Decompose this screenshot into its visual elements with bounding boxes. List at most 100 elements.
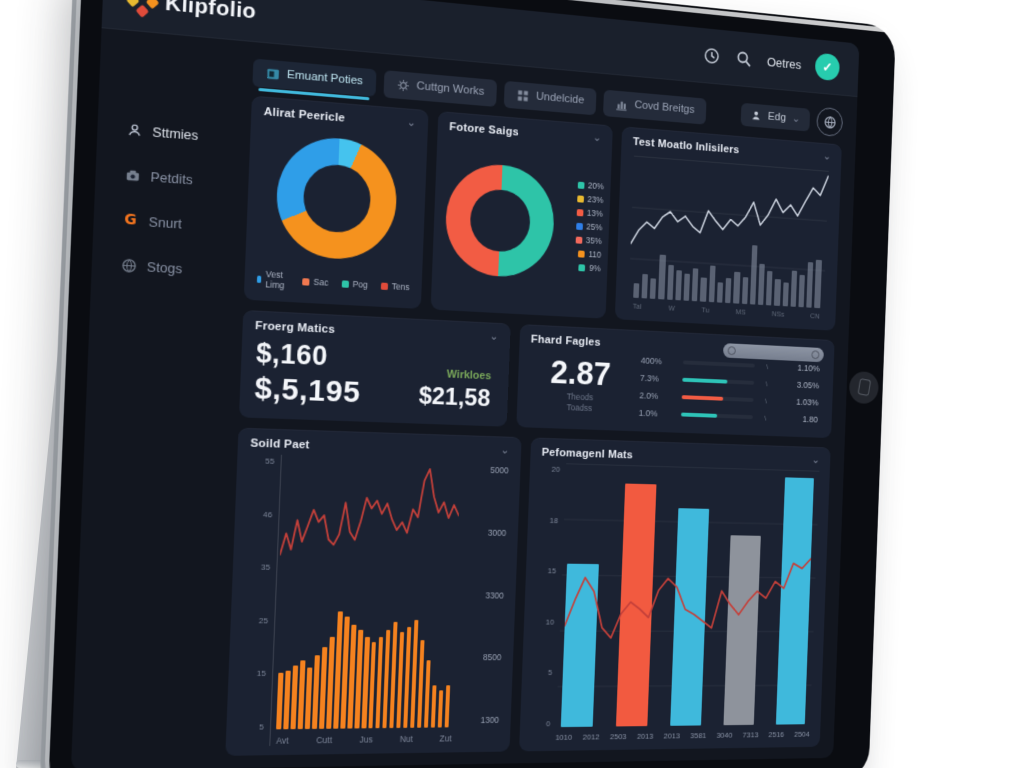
sidebar-item-sttmies[interactable]: Sttmies: [125, 121, 250, 147]
chevron-down-icon[interactable]: ⌄: [593, 133, 602, 143]
sidebar-label: Stogs: [147, 258, 183, 276]
legend-swatch: [257, 275, 262, 282]
bar: [444, 685, 450, 727]
panel-pefomagenl-mats: Pefomagenl Mats ⌄ 20 18 15 10 5 0: [519, 437, 831, 751]
y-tick: 0: [546, 719, 551, 728]
metric-sub-value: $21,58: [418, 382, 491, 413]
tab-covd-breitgs[interactable]: Covd Breitgs: [603, 89, 706, 124]
legend-swatch: [341, 280, 348, 288]
x-tick: 2503: [610, 732, 627, 741]
metrics-body: $,160 $,5,195 Wirkloes $21,58: [252, 332, 498, 417]
panel-soild-paet: Soild Paet ⌄ 55 46 35 25 15 5: [225, 428, 521, 756]
chevron-down-icon[interactable]: ⌄: [500, 445, 509, 455]
sidebar-item-petdits[interactable]: Petdits: [123, 166, 248, 191]
user-avatar[interactable]: ✓: [815, 53, 840, 82]
tablet-device: Klipfolio Oetres ✓: [48, 0, 896, 768]
y-tick: 15: [257, 669, 267, 678]
y-tick: 25: [259, 616, 269, 625]
chevron-down-icon[interactable]: ⌄: [489, 332, 498, 342]
legend-swatch: [578, 250, 585, 257]
bar: [633, 283, 639, 298]
bar: [298, 660, 305, 729]
search-icon[interactable]: [735, 49, 754, 70]
user-badge-icon: [125, 121, 143, 139]
y-tick: 1300: [480, 715, 499, 725]
legend-item: 20%: [577, 180, 604, 192]
tab-label: Cuttgn Works: [416, 80, 484, 98]
panel-alirat-peericle: Alirat Peericle ⌄ Vest Limg Sac Pog Tens: [244, 96, 429, 309]
home-button-glyph: [857, 378, 871, 396]
gauge-track: [681, 395, 753, 402]
tablet-home-button[interactable]: [849, 371, 879, 404]
bar-series: [277, 601, 454, 729]
chevron-down-icon[interactable]: ⌄: [823, 152, 831, 162]
bar: [284, 670, 291, 729]
pill-dot-right: [811, 350, 819, 359]
legend-item: 9%: [579, 262, 601, 273]
panel-grid: Alirat Peericle ⌄ Vest Limg Sac Pog Tens: [225, 96, 842, 756]
x-tick: Avt: [276, 735, 289, 745]
sidebar-item-stogs[interactable]: Stogs: [120, 256, 246, 280]
header-actions: Edg ⌄: [741, 100, 843, 137]
y-tick: 5: [259, 722, 264, 731]
bar: [437, 690, 443, 728]
x-tick: Jus: [359, 734, 373, 744]
camera-icon: [123, 166, 141, 184]
donut-chart: [444, 161, 556, 279]
performance-plot: 1010 2012 2503 2013 2013 3581 3040 7313 2516 2504: [555, 463, 819, 742]
gauge-track: [683, 360, 755, 367]
sidebar-label: Sttmies: [152, 124, 199, 143]
legend-item: Tens: [380, 275, 410, 297]
gauge-tick: \: [762, 362, 773, 371]
sales-chart: 55 46 35 25 15 5 Avt Cutt Jus Nut Zut: [238, 454, 509, 746]
sidebar-label: Snurt: [148, 213, 182, 231]
y-tick: 15: [547, 567, 556, 576]
y-tick: 3300: [485, 590, 504, 600]
x-tick: Nut: [400, 734, 413, 744]
metric-sub-label: Wirkloes: [447, 368, 492, 382]
app-logo[interactable]: Klipfolio: [130, 0, 256, 25]
x-tick: 2516: [768, 730, 784, 739]
panel-title: Test Moatlo Inlisilers: [633, 136, 740, 156]
tab-emuant-poties[interactable]: Emuant Poties: [252, 58, 376, 96]
gauge-track: [682, 378, 754, 385]
donut-chart: [275, 134, 399, 262]
tab-cuttgn-works[interactable]: Cuttgn Works: [383, 70, 497, 107]
chevron-down-icon[interactable]: ⌄: [812, 455, 820, 465]
tab-undelcide[interactable]: Undelcide: [504, 80, 597, 115]
bar: [650, 278, 656, 299]
chevron-down-icon: ⌄: [792, 114, 800, 124]
x-tick: 1010: [555, 733, 572, 742]
gauge-bar: [682, 378, 727, 384]
legend-swatch: [575, 236, 582, 243]
y-tick: 5000: [490, 465, 509, 475]
sidebar-item-snurt[interactable]: G Snurt: [122, 211, 247, 236]
legend-item: 13%: [576, 207, 603, 219]
chart-icon: [616, 97, 629, 111]
gauge-tick: \: [761, 379, 772, 388]
legend-swatch: [579, 264, 586, 271]
combo-chart: Tal W Tu MS NSs CN: [628, 156, 828, 320]
sidebar: Sttmies Petdits G Snurt: [71, 28, 254, 768]
history-icon[interactable]: [702, 45, 721, 66]
globe-button[interactable]: [816, 107, 843, 137]
x-tick: 7313: [742, 731, 758, 740]
x-tick: 3040: [716, 731, 732, 740]
row-3: Soild Paet ⌄ 55 46 35 25 15 5: [225, 428, 830, 756]
chevron-down-icon[interactable]: ⌄: [407, 118, 417, 129]
x-tick: 2012: [583, 733, 600, 742]
tab-label: Covd Breitgs: [634, 99, 695, 116]
gauge-track: [681, 413, 753, 420]
line-series: [630, 158, 829, 289]
panel-title: Soild Paet: [250, 437, 310, 451]
edit-button[interactable]: Edg ⌄: [741, 103, 810, 132]
gauge-tick: \: [760, 413, 771, 422]
donut-legend: 20% 23% 13% 25% 35% 110 9%: [552, 178, 606, 273]
gauge-tick: \: [760, 396, 771, 405]
gear-icon: [396, 78, 409, 92]
sales-plot: Avt Cutt Jus Nut Zut: [269, 455, 462, 746]
gauge-row: 7.3% \ 3.05%: [640, 373, 819, 390]
donut-hole: [469, 188, 531, 253]
performance-chart: 20 18 15 10 5 0 1010 2012 2503 2013 2013 3581 3040 7…: [530, 463, 819, 743]
grid-icon: [517, 88, 530, 102]
